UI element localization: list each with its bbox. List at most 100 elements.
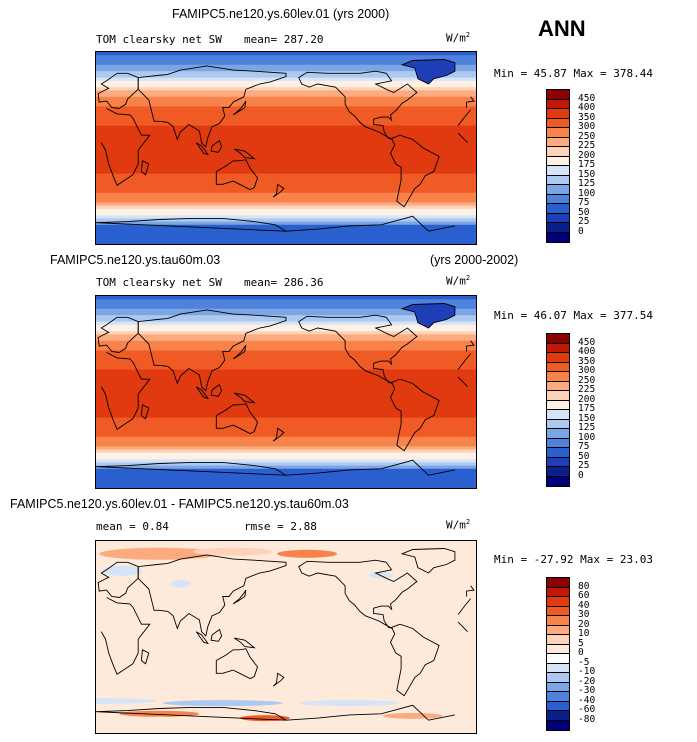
sw-band	[96, 312, 476, 316]
colorbar-box	[546, 165, 570, 176]
colorbar-tick-label: 225	[578, 140, 596, 151]
coastline	[137, 554, 287, 637]
sw-band	[96, 302, 476, 307]
panel2-map	[95, 295, 477, 489]
colorbar-box	[546, 174, 570, 185]
colorbar-box	[546, 710, 570, 721]
coastline	[140, 649, 150, 665]
sw-band	[96, 183, 476, 187]
coastline	[96, 215, 455, 232]
panel1-colorbar: 450 400 350 300 250 225 200 175 150 125 100 75 50 25 0	[546, 89, 606, 243]
coastline	[140, 160, 150, 176]
season-label: ANN	[538, 16, 586, 41]
colorbar-tick-label: 20	[578, 618, 590, 630]
sw-band	[96, 344, 476, 348]
colorbar-box	[546, 98, 570, 109]
colorbar-box	[546, 634, 570, 645]
sw-band	[96, 106, 476, 111]
colorbar-tick-label: 75	[578, 197, 590, 208]
map-svg	[96, 52, 476, 244]
colorbar-tick-label: 30	[578, 609, 590, 620]
colorbar-box	[546, 418, 570, 429]
colorbar-box	[546, 605, 570, 616]
coastline	[100, 108, 472, 186]
colorbar-tick-label: 450	[578, 336, 596, 348]
colorbar-box	[546, 624, 570, 635]
diff-patch	[162, 700, 283, 707]
colorbar-tick-label: 5	[578, 637, 584, 649]
coastline	[210, 628, 223, 642]
sw-band	[96, 90, 476, 95]
panel3-colorbar: 80 60 40 30 20 10 5 0 -5 -10 -20 -30 -40 -60 -80	[546, 577, 606, 731]
sw-band	[96, 411, 476, 415]
colorbar-tick-label: 25	[578, 216, 590, 227]
colorbar-box	[546, 390, 570, 401]
sw-band	[96, 334, 476, 339]
panel2-years: (yrs 2000-2002)	[430, 253, 519, 267]
panel1-map	[95, 51, 477, 245]
coastline	[195, 386, 210, 400]
colorbar-tick-label: 50	[578, 206, 590, 218]
colorbar-tick-label: -20	[578, 675, 596, 687]
map-svg	[96, 541, 476, 733]
coastline	[389, 623, 440, 697]
diff-patch	[277, 549, 338, 558]
sw-band	[96, 379, 476, 383]
colorbar-tick-label: 80	[578, 580, 590, 592]
sw-band	[96, 456, 476, 460]
diff-patch	[193, 547, 274, 556]
coastline	[195, 631, 210, 645]
sw-band	[96, 119, 476, 123]
coastline	[232, 344, 247, 360]
colorbar-box	[546, 127, 570, 138]
colorbar-tick-label: 300	[578, 121, 596, 132]
colorbar-tick-label: 100	[578, 187, 596, 199]
coastline	[272, 672, 285, 687]
diff-patch	[96, 698, 156, 704]
sw-band	[96, 173, 476, 178]
sw-band	[96, 440, 476, 444]
sw-band	[96, 372, 476, 377]
sw-band	[96, 189, 476, 194]
colorbar-tick-label: -5	[578, 656, 590, 668]
map-svg	[96, 296, 476, 488]
colorbar-box	[546, 596, 570, 607]
colorbar-tick-label: 10	[578, 628, 590, 639]
sw-band	[96, 116, 476, 120]
colorbar-box	[546, 193, 570, 204]
diff-patch	[382, 712, 443, 719]
sw-band	[96, 436, 476, 441]
sw-band	[96, 443, 476, 447]
panel2-colorbar: 450 400 350 300 250 225 200 175 150 125 100 75 50 25 0	[546, 333, 606, 487]
sw-band	[96, 205, 476, 210]
sw-band	[96, 462, 476, 467]
colorbar-box	[546, 380, 570, 391]
colorbar-box	[546, 700, 570, 711]
colorbar-tick-label: 25	[578, 460, 590, 471]
sw-band	[96, 96, 476, 101]
colorbar-tick-label: 350	[578, 111, 596, 123]
coastline	[234, 148, 256, 160]
colorbar-tick-label: 75	[578, 441, 590, 452]
coastline	[195, 142, 210, 156]
colorbar-tick-label: -40	[578, 694, 596, 706]
colorbar-box	[546, 615, 570, 626]
colorbar-tick-label: 450	[578, 92, 596, 104]
colorbar-tick-label: 300	[578, 365, 596, 376]
sw-band	[96, 404, 476, 409]
sw-band	[96, 80, 476, 85]
sw-band	[96, 212, 476, 216]
sw-band	[96, 135, 476, 139]
sw-band	[96, 433, 476, 438]
sw-band	[96, 321, 476, 326]
panel1-units: W/m2	[446, 31, 471, 45]
sw-band	[96, 308, 476, 313]
antarctic-ice	[96, 468, 476, 488]
sw-band	[96, 64, 476, 69]
sw-band	[96, 465, 476, 470]
sw-band	[96, 176, 476, 181]
sw-band	[96, 366, 476, 371]
sw-band	[96, 392, 476, 396]
colorbar-box	[546, 212, 570, 223]
colorbar-box	[546, 231, 570, 243]
